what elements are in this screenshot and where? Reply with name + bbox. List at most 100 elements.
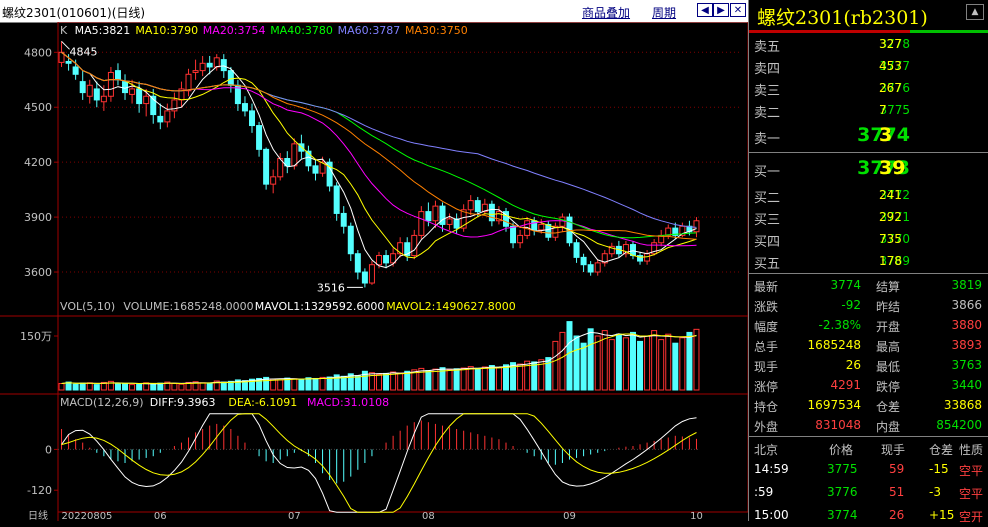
ask-volume: 453 <box>879 59 902 73</box>
divider <box>749 152 988 153</box>
tick-nature: 空平 <box>959 487 984 501</box>
ask-row[interactable]: 卖五 3778 327 <box>749 33 988 55</box>
candle-body <box>213 57 220 68</box>
volume-bar <box>510 362 517 391</box>
volume-legend: VOLUME:1685248.0000 <box>123 300 253 313</box>
candle-body <box>340 212 347 227</box>
candle-body <box>241 103 248 112</box>
stat-value: 1697534 <box>807 398 861 412</box>
ask-row[interactable]: 卖一 3774 3 <box>749 121 988 151</box>
y-tick-label: 4500 <box>24 101 52 114</box>
volume-bar <box>446 369 453 391</box>
ask-price: 3778 <box>879 37 910 51</box>
volume-bar <box>333 374 340 391</box>
tick-price: 3775 <box>827 462 858 476</box>
volume-bar <box>587 328 594 391</box>
ask-price: 3774 <box>857 124 910 146</box>
volume-bar <box>354 375 361 391</box>
volume-bar <box>453 368 460 391</box>
volume-bar <box>319 376 326 391</box>
volume-bar <box>559 331 566 391</box>
bid-row[interactable]: 买三 3771 292 <box>749 206 988 228</box>
volume-bar <box>524 360 531 391</box>
stat-value: 831048 <box>815 418 861 432</box>
volume-bar <box>418 367 425 391</box>
chart-area[interactable]: 螺纹2301(010601)(日线) 商品叠加 周期 ◀ ▶ ✕ 4800 450… <box>0 0 748 521</box>
quote-panel: 螺纹2301(rb2301) ▲ 卖五 3778 327 卖四 3777 453 卖三 377… <box>748 0 988 524</box>
overlay-button[interactable]: 商品叠加 <box>582 6 631 20</box>
candle-body <box>411 234 418 257</box>
ask-price: 3777 <box>879 59 910 73</box>
candle-body <box>284 158 291 167</box>
volume-bar <box>651 330 658 391</box>
next-icon[interactable]: ▶ <box>713 3 729 17</box>
volume-bar <box>658 339 665 391</box>
macd-legend: MACD:31.0108 <box>307 396 389 409</box>
volume-bar <box>107 380 114 391</box>
candle-body <box>122 81 129 94</box>
macd-title: MACD(12,26,9) <box>60 396 144 409</box>
candle-body <box>199 62 206 72</box>
tick-price: 3774 <box>827 508 858 522</box>
volume-bar <box>114 383 121 391</box>
collapse-icon[interactable]: ▲ <box>966 4 984 20</box>
prev-icon[interactable]: ◀ <box>697 3 713 17</box>
volume-bar <box>439 367 446 391</box>
volume-bar <box>312 377 319 391</box>
candle-body <box>432 205 439 222</box>
ask-row[interactable]: 卖四 3777 453 <box>749 55 988 77</box>
ma-label: K <box>60 24 68 37</box>
candle-body <box>453 218 460 229</box>
candle-body <box>587 264 594 273</box>
ma-label: MA10:3790 <box>135 24 198 37</box>
bid-row[interactable]: 买一 3773 39 <box>749 154 988 184</box>
mavol10-line <box>61 333 697 385</box>
ask-row[interactable]: 卖三 3776 267 <box>749 77 988 99</box>
x-tick-label: 07 <box>288 511 301 521</box>
volume-bar <box>178 383 185 391</box>
tick-row[interactable]: :59 3776 51 -3 空平 <box>749 481 988 504</box>
ma30-line <box>61 51 697 240</box>
volume-bar <box>129 384 136 391</box>
candle-body <box>333 185 340 214</box>
candle-body <box>100 95 107 103</box>
volume-bar <box>390 371 397 391</box>
x-tick-label: 20220805 <box>62 511 113 521</box>
stat-label: 现手 <box>754 360 779 374</box>
bid-volume: 178 <box>879 254 902 268</box>
tick-row[interactable]: 14:59 3775 59 -15 空平 <box>749 458 988 481</box>
volume-bar <box>206 382 213 391</box>
tick-row[interactable]: 15:00 3774 26 +15 空开 <box>749 504 988 527</box>
candle-body <box>637 255 644 262</box>
chart-svg[interactable]: 4800 4500 4200 3900 3600 K MA5:3821 MA10:3790 MA… <box>0 22 748 521</box>
stat-label: 内盘 <box>876 420 901 434</box>
high-marker <box>61 40 70 50</box>
bid-row[interactable]: 买四 3770 735 <box>749 228 988 250</box>
candle-body <box>129 88 136 95</box>
tick-time: :59 <box>754 485 774 499</box>
close-icon[interactable]: ✕ <box>730 3 746 17</box>
volume-bar <box>481 366 488 391</box>
candle-body <box>622 244 629 255</box>
candle-body <box>538 223 545 231</box>
candle-body <box>164 110 171 123</box>
volume-bar <box>686 331 693 391</box>
stat-row: 幅度 -2.38% 开盘 3880 <box>749 315 988 335</box>
ma-label: MA30:3750 <box>405 24 468 37</box>
candle-body <box>72 66 79 75</box>
bid-row[interactable]: 买二 3772 241 <box>749 184 988 206</box>
candle-body <box>510 225 517 244</box>
period-button[interactable]: 周期 <box>652 6 677 20</box>
stat-value: -2.38% <box>818 318 861 332</box>
stat-label: 昨结 <box>876 300 901 314</box>
volume-bar <box>150 383 157 391</box>
volume-bar <box>637 340 644 391</box>
bid-row[interactable]: 买五 3769 178 <box>749 250 988 272</box>
candle-body <box>319 161 326 174</box>
bid-price: 3772 <box>879 188 910 202</box>
volume-bar <box>404 370 411 391</box>
divider <box>749 273 988 274</box>
candle-body <box>608 245 615 255</box>
tick-oi: -15 <box>929 462 949 476</box>
ask-row[interactable]: 卖二 3775 7 <box>749 99 988 121</box>
